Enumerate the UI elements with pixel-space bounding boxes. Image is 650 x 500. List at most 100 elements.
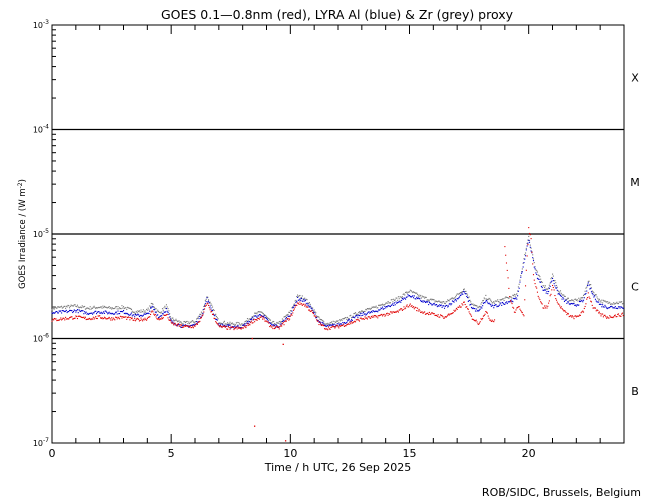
data-point xyxy=(105,310,107,312)
data-point xyxy=(159,315,161,317)
data-point xyxy=(515,294,517,296)
data-point xyxy=(146,319,148,321)
data-point xyxy=(384,303,386,306)
data-point xyxy=(225,325,227,327)
data-point xyxy=(509,300,511,302)
data-point xyxy=(189,321,191,323)
data-point xyxy=(131,310,133,312)
data-point xyxy=(169,319,171,321)
data-point xyxy=(367,308,369,310)
y-tick-label: 10-6 xyxy=(33,333,49,344)
data-point xyxy=(416,293,419,295)
data-point xyxy=(59,318,61,321)
data-point xyxy=(117,310,119,312)
data-point xyxy=(536,291,539,293)
data-point xyxy=(528,239,531,242)
data-point xyxy=(459,292,461,295)
data-point xyxy=(555,287,558,289)
y-tick-label: 10-4 xyxy=(33,124,49,135)
data-point xyxy=(268,318,270,320)
data-point xyxy=(460,294,462,296)
data-point xyxy=(85,311,87,313)
data-point xyxy=(126,308,128,311)
data-point xyxy=(516,293,518,295)
data-point xyxy=(424,313,426,315)
data-point xyxy=(375,305,377,307)
data-point xyxy=(134,316,136,318)
data-point xyxy=(273,321,275,323)
data-point xyxy=(115,306,117,308)
data-point xyxy=(117,306,119,308)
data-point xyxy=(323,323,326,325)
data-point xyxy=(482,317,484,320)
data-point xyxy=(109,307,111,309)
data-point xyxy=(99,306,102,308)
data-point xyxy=(612,303,614,305)
data-point xyxy=(593,296,595,298)
data-point xyxy=(385,302,388,304)
data-point xyxy=(475,319,477,321)
data-point xyxy=(395,301,397,303)
data-point xyxy=(162,309,164,311)
data-point xyxy=(196,323,198,325)
data-point xyxy=(66,318,68,320)
data-point xyxy=(457,306,459,308)
data-point xyxy=(411,291,413,293)
data-point xyxy=(258,314,260,316)
data-point xyxy=(324,325,326,327)
data-point xyxy=(123,309,125,312)
data-point xyxy=(294,300,296,302)
data-point xyxy=(461,303,463,305)
data-point xyxy=(110,319,112,321)
data-point xyxy=(601,306,603,308)
data-point xyxy=(569,300,571,302)
data-point xyxy=(272,328,274,330)
data-point xyxy=(480,303,482,305)
data-point xyxy=(273,324,276,326)
data-point xyxy=(575,298,577,300)
data-point xyxy=(351,321,353,323)
data-point xyxy=(232,326,234,328)
data-point xyxy=(369,307,371,309)
data-point xyxy=(568,316,570,318)
data-point xyxy=(605,301,607,303)
data-point xyxy=(596,301,598,303)
data-point xyxy=(492,305,494,307)
data-point xyxy=(159,318,161,320)
data-point xyxy=(238,326,240,328)
data-point xyxy=(420,300,422,302)
data-point xyxy=(470,315,473,317)
data-point xyxy=(321,323,323,326)
credit-text: ROB/SIDC, Brussels, Belgium xyxy=(482,486,641,499)
data-point xyxy=(613,303,616,305)
data-point xyxy=(400,308,402,310)
data-point xyxy=(420,300,423,303)
data-point xyxy=(110,312,112,314)
data-point xyxy=(112,308,114,310)
data-point xyxy=(433,302,435,305)
data-point xyxy=(342,318,344,320)
data-point xyxy=(150,302,152,305)
data-point xyxy=(467,308,469,310)
data-point xyxy=(445,316,447,318)
data-point xyxy=(55,307,57,309)
data-point xyxy=(319,320,321,323)
data-point xyxy=(510,296,512,298)
outlier-points xyxy=(251,337,287,442)
data-point xyxy=(388,305,390,307)
data-point xyxy=(616,307,618,309)
data-point xyxy=(320,319,322,321)
data-point xyxy=(296,296,299,298)
data-point xyxy=(211,310,214,312)
data-point xyxy=(474,320,476,322)
data-point xyxy=(555,298,557,300)
data-point xyxy=(219,322,221,324)
data-point xyxy=(410,296,412,298)
data-point xyxy=(549,295,551,297)
data-point xyxy=(151,310,153,312)
flare-class-label: C xyxy=(631,280,639,293)
data-point xyxy=(432,303,434,305)
data-point xyxy=(53,312,55,314)
data-point xyxy=(519,281,521,283)
data-point xyxy=(186,325,188,327)
